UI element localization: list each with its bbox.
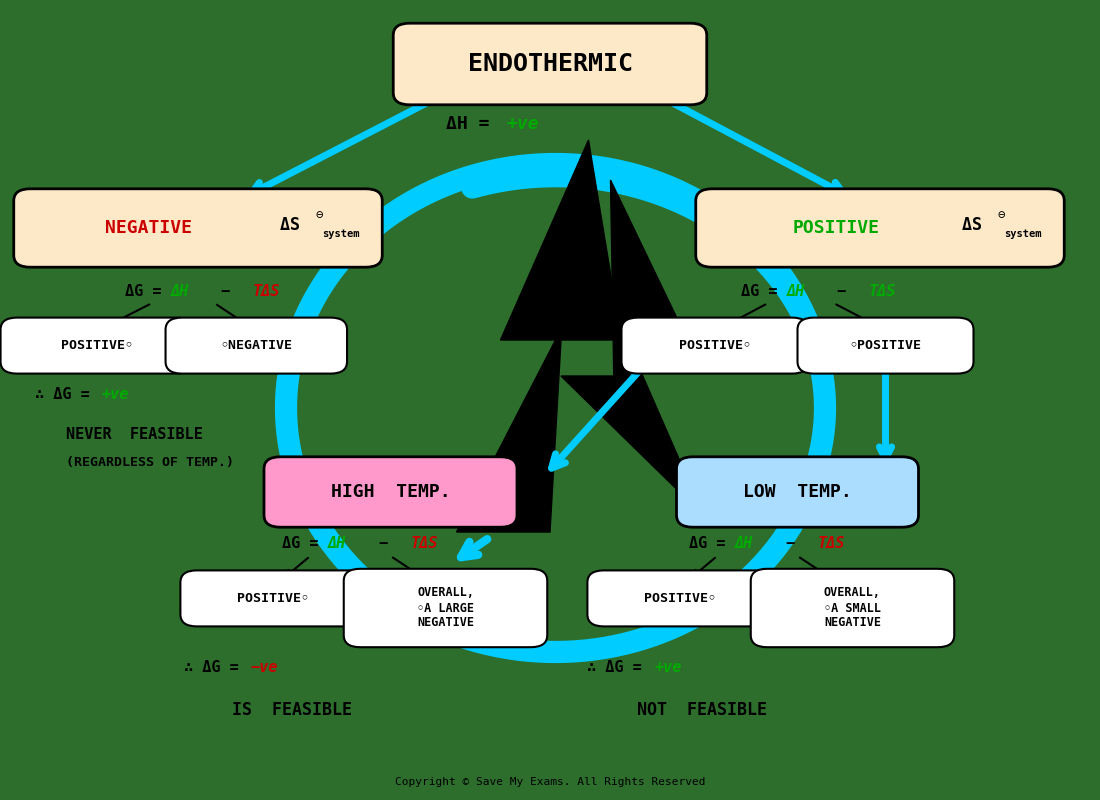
Text: NOT  FEASIBLE: NOT FEASIBLE bbox=[637, 701, 767, 718]
Text: NEVER  FEASIBLE: NEVER FEASIBLE bbox=[66, 427, 202, 442]
FancyBboxPatch shape bbox=[264, 457, 517, 527]
Text: TΔS: TΔS bbox=[869, 284, 896, 298]
Text: ΔG =: ΔG = bbox=[283, 537, 328, 551]
Polygon shape bbox=[456, 140, 622, 532]
Text: ΔG =: ΔG = bbox=[741, 284, 786, 298]
Text: ⊖: ⊖ bbox=[998, 209, 1005, 222]
Text: ΔH: ΔH bbox=[328, 537, 346, 551]
FancyBboxPatch shape bbox=[587, 570, 772, 626]
FancyBboxPatch shape bbox=[180, 570, 365, 626]
FancyBboxPatch shape bbox=[676, 457, 918, 527]
FancyBboxPatch shape bbox=[621, 318, 808, 374]
Text: ◦POSITIVE: ◦POSITIVE bbox=[849, 339, 922, 352]
Text: HIGH  TEMP.: HIGH TEMP. bbox=[331, 483, 450, 501]
FancyBboxPatch shape bbox=[750, 569, 954, 647]
Text: ΔG =: ΔG = bbox=[125, 284, 170, 298]
Text: ΔH: ΔH bbox=[170, 284, 189, 298]
Text: TΔS: TΔS bbox=[410, 537, 438, 551]
Text: +ve: +ve bbox=[101, 387, 129, 402]
Text: ΔH: ΔH bbox=[786, 284, 805, 298]
Text: Copyright © Save My Exams. All Rights Reserved: Copyright © Save My Exams. All Rights Re… bbox=[395, 778, 705, 787]
Text: LOW  TEMP.: LOW TEMP. bbox=[744, 483, 851, 501]
Text: TΔS: TΔS bbox=[817, 537, 845, 551]
Text: ΔH =: ΔH = bbox=[447, 115, 500, 133]
FancyBboxPatch shape bbox=[798, 318, 974, 374]
Text: ΔS: ΔS bbox=[270, 216, 299, 234]
Text: TΔS: TΔS bbox=[253, 284, 280, 298]
FancyBboxPatch shape bbox=[343, 569, 548, 647]
Text: ∴ ΔG =: ∴ ΔG = bbox=[184, 661, 248, 675]
Text: system: system bbox=[322, 230, 360, 239]
Text: ΔH: ΔH bbox=[735, 537, 754, 551]
Text: ∴ ΔG =: ∴ ΔG = bbox=[587, 661, 651, 675]
Text: ◦NEGATIVE: ◦NEGATIVE bbox=[220, 339, 293, 352]
Text: −: − bbox=[212, 284, 240, 298]
Polygon shape bbox=[561, 180, 704, 516]
Text: ⊖: ⊖ bbox=[316, 209, 323, 222]
Text: +ve: +ve bbox=[654, 661, 682, 675]
Text: POSITIVE◦: POSITIVE◦ bbox=[679, 339, 751, 352]
Text: −: − bbox=[828, 284, 856, 298]
Text: POSITIVE◦: POSITIVE◦ bbox=[236, 592, 309, 605]
Text: POSITIVE◦: POSITIVE◦ bbox=[644, 592, 716, 605]
Text: NEGATIVE: NEGATIVE bbox=[104, 219, 192, 237]
FancyBboxPatch shape bbox=[696, 189, 1065, 267]
Text: +ve: +ve bbox=[506, 115, 539, 133]
Text: POSITIVE◦: POSITIVE◦ bbox=[60, 339, 133, 352]
Text: IS  FEASIBLE: IS FEASIBLE bbox=[231, 701, 352, 718]
Text: ENDOTHERMIC: ENDOTHERMIC bbox=[468, 52, 632, 76]
Text: (REGARDLESS OF TEMP.): (REGARDLESS OF TEMP.) bbox=[66, 456, 234, 469]
Text: OVERALL,
◦A SMALL
NEGATIVE: OVERALL, ◦A SMALL NEGATIVE bbox=[824, 586, 881, 630]
FancyBboxPatch shape bbox=[166, 318, 348, 374]
Text: OVERALL,
◦A LARGE
NEGATIVE: OVERALL, ◦A LARGE NEGATIVE bbox=[417, 586, 474, 630]
Text: −: − bbox=[777, 537, 804, 551]
Text: −: − bbox=[370, 537, 397, 551]
Text: ΔG =: ΔG = bbox=[690, 537, 735, 551]
Text: −ve: −ve bbox=[251, 661, 278, 675]
Text: POSITIVE: POSITIVE bbox=[792, 219, 880, 237]
Text: ∴ ΔG =: ∴ ΔG = bbox=[35, 387, 99, 402]
Text: system: system bbox=[1004, 230, 1042, 239]
FancyBboxPatch shape bbox=[394, 23, 707, 105]
FancyBboxPatch shape bbox=[1, 318, 194, 374]
FancyBboxPatch shape bbox=[13, 189, 383, 267]
Text: ΔS: ΔS bbox=[952, 216, 981, 234]
